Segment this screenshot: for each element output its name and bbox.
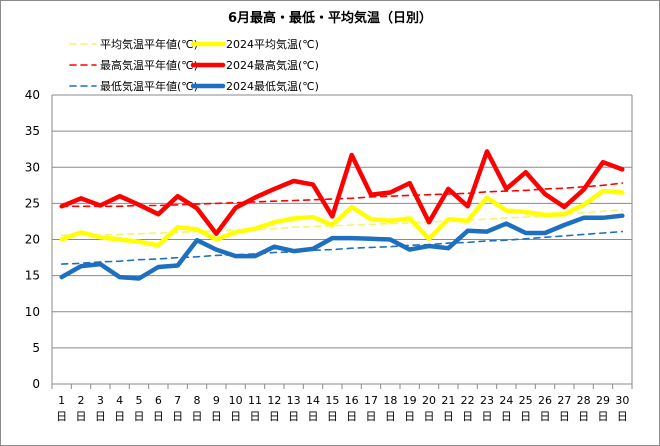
x-tick-label: 13 (287, 394, 301, 407)
x-tick-label: 19 (403, 394, 417, 407)
y-tick-label: 10 (25, 305, 40, 319)
y-tick-label: 40 (25, 88, 40, 102)
legend-label: 2024最高気温(℃) (226, 58, 319, 72)
x-tick-label-unit: 日 (443, 410, 454, 423)
x-tick-label-unit: 日 (482, 410, 493, 423)
x-tick-label-unit: 日 (269, 410, 280, 423)
x-tick-label: 3 (97, 394, 104, 407)
x-tick-label-unit: 日 (578, 410, 589, 423)
legend-label: 最低気温平年値(℃) (100, 79, 198, 93)
axes: 05101520253035401日2日3日4日5日6日7日8日9日10日11日… (25, 88, 633, 423)
x-tick-label: 28 (577, 394, 591, 407)
x-tick-label: 16 (345, 394, 359, 407)
chart-title: 6月最高・最低・平均気温（日別） (227, 11, 433, 26)
series-line-4 (59, 149, 625, 236)
legend-label: 最高気温平年値(℃) (100, 58, 198, 72)
x-tick-label: 30 (615, 394, 629, 407)
y-tick-label: 25 (25, 196, 40, 210)
x-tick-label: 7 (174, 394, 181, 407)
x-tick-label-unit: 日 (501, 410, 512, 423)
series-line-2 (59, 188, 625, 248)
x-tick-label: 27 (557, 394, 571, 407)
x-tick-label: 14 (306, 394, 320, 407)
x-tick-label-unit: 日 (559, 410, 570, 423)
legend-label: 平均気温平年値(℃) (100, 37, 198, 51)
x-tick-label-unit: 日 (308, 410, 319, 423)
legend-label: 2024最低気温(℃) (226, 79, 319, 93)
x-tick-label-unit: 日 (114, 410, 125, 423)
x-tick-label: 15 (325, 394, 339, 407)
x-tick-label-unit: 日 (424, 410, 435, 423)
x-tick-label-unit: 日 (520, 410, 531, 423)
x-tick-label-unit: 日 (76, 410, 87, 423)
series-line-5 (60, 230, 624, 265)
x-tick-label: 25 (519, 394, 533, 407)
series-line-3 (60, 182, 624, 208)
x-tick-label: 23 (480, 394, 494, 407)
x-tick-label: 4 (116, 394, 123, 407)
x-tick-label-unit: 日 (153, 410, 164, 423)
x-tick-label-unit: 日 (385, 410, 396, 423)
x-tick-label-unit: 日 (540, 410, 551, 423)
x-tick-label-unit: 日 (462, 410, 473, 423)
x-tick-label: 8 (194, 394, 201, 407)
series-lines (59, 149, 625, 281)
legend-label: 2024平均気温(℃) (226, 37, 319, 51)
x-tick-label: 12 (267, 394, 281, 407)
series-line-1 (60, 209, 624, 236)
x-tick-label-unit: 日 (288, 410, 299, 423)
series-line-6 (59, 213, 625, 281)
x-tick-label: 26 (538, 394, 552, 407)
x-tick-label: 20 (422, 394, 436, 407)
x-tick-label: 9 (213, 394, 220, 407)
x-tick-label-unit: 日 (211, 410, 222, 423)
x-tick-label: 24 (499, 394, 513, 407)
y-tick-label: 20 (25, 233, 40, 247)
x-tick-label-unit: 日 (95, 410, 106, 423)
x-tick-label: 6 (155, 394, 162, 407)
x-tick-label-unit: 日 (56, 410, 67, 423)
y-tick-label: 0 (32, 377, 40, 391)
x-tick-label-unit: 日 (327, 410, 338, 423)
x-tick-label: 17 (364, 394, 378, 407)
y-tick-label: 15 (25, 269, 40, 283)
x-tick-label: 29 (596, 394, 610, 407)
x-tick-label-unit: 日 (346, 410, 357, 423)
legend: 平均気温平年値(℃) 2024平均気温(℃) 最高気温平年値(℃) 2024最高気温(… (69, 37, 319, 93)
x-tick-label-unit: 日 (172, 410, 183, 423)
x-tick-label: 22 (461, 394, 475, 407)
x-tick-label-unit: 日 (250, 410, 261, 423)
x-tick-label: 1 (58, 394, 65, 407)
gridlines (52, 94, 632, 385)
x-tick-label-unit: 日 (134, 410, 145, 423)
x-tick-label-unit: 日 (617, 410, 628, 423)
y-tick-label: 35 (25, 124, 40, 138)
x-tick-label: 11 (248, 394, 262, 407)
x-tick-label-unit: 日 (230, 410, 241, 423)
x-tick-label: 2 (78, 394, 85, 407)
x-tick-label: 10 (229, 394, 243, 407)
y-tick-label: 5 (32, 341, 40, 355)
x-tick-label: 5 (136, 394, 143, 407)
x-tick-label-unit: 日 (404, 410, 415, 423)
x-tick-label: 18 (383, 394, 397, 407)
x-tick-label-unit: 日 (598, 410, 609, 423)
y-tick-label: 30 (25, 160, 40, 174)
x-tick-label-unit: 日 (192, 410, 203, 423)
x-tick-label-unit: 日 (366, 410, 377, 423)
x-tick-label: 21 (441, 394, 455, 407)
